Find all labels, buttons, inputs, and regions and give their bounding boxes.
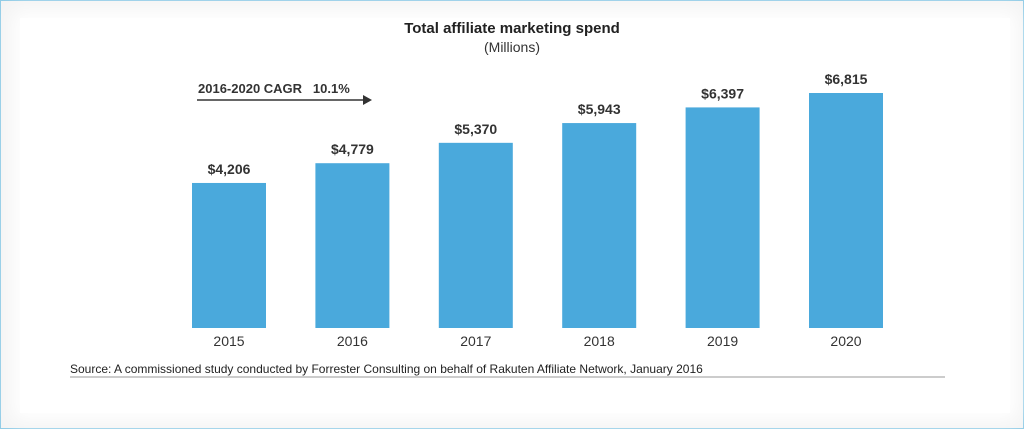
x-tick-label: 2015: [213, 333, 244, 349]
data-label: $5,943: [578, 101, 621, 117]
cagr-arrow-head-icon: [363, 95, 372, 105]
data-label: $6,397: [701, 85, 744, 101]
bar-2017: [438, 142, 513, 328]
x-tick-label: 2018: [584, 333, 615, 349]
data-label: $4,779: [331, 141, 374, 157]
bar-2015: [192, 182, 266, 328]
bar-2020: [809, 93, 883, 328]
data-label: $4,206: [208, 161, 251, 177]
x-tick-label: 2019: [707, 333, 738, 349]
data-label: $5,370: [454, 121, 497, 137]
x-tick-label: 2016: [337, 333, 368, 349]
cagr-annotation: 2016-2020 CAGR 10.1%: [198, 81, 350, 96]
bar-2016: [315, 163, 390, 328]
x-tick-label: 2017: [460, 333, 491, 349]
bar-2018: [562, 123, 637, 328]
bar-2019: [685, 107, 760, 329]
chart-subtitle: (Millions): [484, 39, 540, 55]
source-note: Source: A commissioned study conducted b…: [70, 362, 703, 376]
data-label: $6,815: [825, 71, 868, 87]
chart-title: Total affiliate marketing spend: [404, 20, 620, 37]
x-tick-label: 2020: [830, 333, 861, 349]
